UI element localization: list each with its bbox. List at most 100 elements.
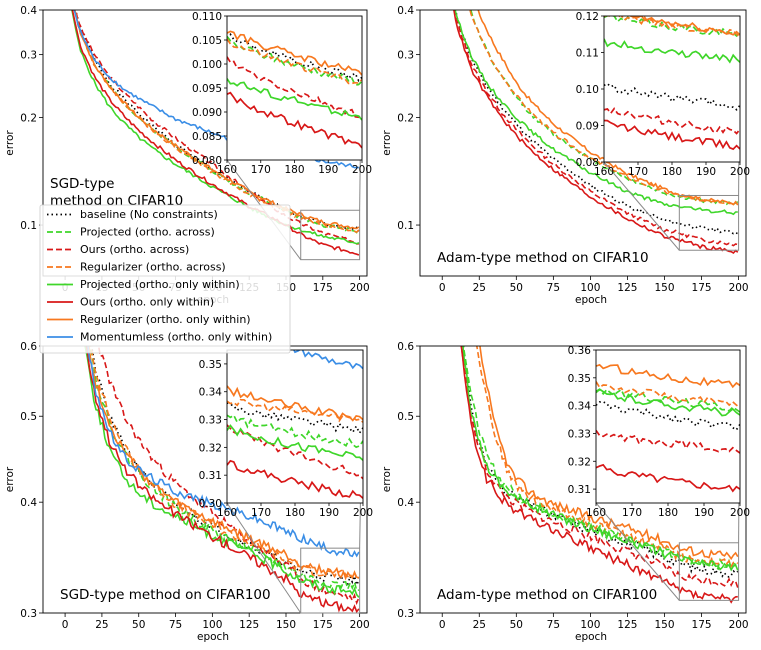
- chart-title: SGD-type: [50, 176, 114, 192]
- inset-y-tick-label: 0.36: [568, 345, 592, 357]
- inset-y-tick-label: 0.110: [192, 11, 222, 23]
- inset-line-ours_within: [227, 91, 362, 149]
- x-tick-label: 200: [729, 619, 749, 631]
- x-tick-label: 175: [692, 282, 712, 294]
- inset-line-ours_across: [227, 56, 362, 119]
- inset-y-tick-label: 0.09: [576, 121, 599, 133]
- inset-x-tick-label: 180: [658, 507, 678, 519]
- y-tick-label: 0.3: [397, 608, 414, 620]
- series-line-ours_across: [74, 10, 359, 245]
- y-tick-label: 0.6: [397, 341, 414, 353]
- inset-x-tick-label: 180: [284, 164, 304, 176]
- x-tick-label: 50: [510, 619, 523, 631]
- inset-line-reg_across: [596, 381, 740, 409]
- inset-line-proj_within: [227, 424, 363, 461]
- y-tick-label: 0.5: [397, 411, 414, 423]
- legend-label-baseline: baseline (No constraints): [80, 208, 218, 221]
- x-tick-label: 50: [510, 282, 523, 294]
- inset-sgd-cifar10: 160 170 180 190 200 0.080 0.085 0.090 0.095 0.100…: [192, 11, 372, 176]
- x-tick-label: 100: [202, 619, 222, 631]
- y-tick-label: 0.5: [20, 411, 37, 423]
- chart-title: SGD-type method on CIFAR100: [60, 587, 271, 603]
- inset-x-tick-label: 170: [628, 166, 648, 178]
- inset-y-tick-label: 0.35: [199, 359, 222, 371]
- inset-y-tick-label: 0.12: [576, 11, 599, 23]
- zoom-box: [300, 209, 361, 261]
- x-tick-label: 150: [654, 282, 674, 294]
- series-line-proj_within: [454, 10, 738, 216]
- inset-line-reg_across: [604, 16, 740, 39]
- y-tick-label: 0.4: [397, 497, 414, 509]
- zoom-connector: [603, 161, 680, 251]
- y-tick-label: 0.1: [20, 220, 37, 232]
- inset-line-reg_within: [227, 30, 362, 76]
- inset-line-proj_across: [596, 388, 740, 413]
- x-tick-label: 150: [276, 619, 296, 631]
- inset-line-ours_within: [596, 463, 740, 493]
- y-tick-label: 0.4: [20, 5, 37, 17]
- series-line-reg_within: [479, 346, 739, 561]
- zoom-connector: [226, 502, 302, 614]
- inset-x-tick-label: 160: [217, 164, 237, 176]
- inset-x-tick-label: 180: [662, 166, 682, 178]
- inset-x-tick-label: 190: [696, 166, 716, 178]
- legend-label-proj_across: Projected (ortho. across): [80, 226, 215, 239]
- inset-line-reg_within: [596, 363, 740, 389]
- y-axis-label: error: [381, 130, 393, 156]
- zoom-box: [678, 194, 740, 251]
- x-tick-label: 25: [473, 282, 486, 294]
- inset-y-tick-label: 0.08: [576, 157, 599, 169]
- inset-x-tick-label: 160: [217, 507, 237, 519]
- inset-line-proj_within: [604, 38, 740, 64]
- inset-y-tick-label: 0.30: [199, 498, 222, 510]
- inset-y-tick-label: 0.34: [199, 387, 223, 399]
- x-tick-label: 175: [313, 619, 333, 631]
- x-tick-label: 0: [439, 282, 446, 294]
- zoom-box: [300, 547, 361, 614]
- inset-y-tick-label: 0.32: [199, 442, 222, 454]
- inset-line-ours_within: [227, 459, 363, 499]
- y-axis-label: error: [381, 466, 393, 492]
- x-axis-label: epoch: [575, 631, 607, 643]
- series-line-reg_across: [89, 346, 360, 580]
- inset-adam-cifar10: 160 170 180 190 200 0.08 0.09 0.10 0.11 0.12: [576, 11, 750, 178]
- series-line-proj_within: [71, 10, 360, 245]
- panel-adam-cifar10: 0 25 50 75 100 125 150 175 200 0.1 0.2 0.3 0.4 epoch e…: [381, 5, 750, 306]
- inset-x-tick-label: 190: [694, 507, 714, 519]
- legend: baseline (No constraints) Projected (orth…: [39, 204, 291, 354]
- legend-label-ours_across: Ours (ortho. across): [80, 243, 189, 256]
- x-tick-label: 75: [169, 619, 182, 631]
- inset-x-tick-label: 160: [594, 166, 614, 178]
- inset-line-proj_within: [227, 78, 362, 121]
- inset-x-tick-label: 200: [730, 166, 750, 178]
- inset-line-ours_across: [604, 107, 740, 135]
- legend-label-proj_within: Projected (ortho. only within): [80, 278, 240, 291]
- inset-line-momless_within: [293, 350, 363, 370]
- inset-x-tick-label: 170: [622, 507, 642, 519]
- x-tick-label: 0: [439, 619, 446, 631]
- inset-x-tick-label: 200: [352, 164, 372, 176]
- inset-x-tick-label: 170: [251, 164, 271, 176]
- axes-frame: [419, 345, 747, 614]
- series-line-ours_within: [460, 346, 738, 604]
- inset-y-tick-label: 0.31: [199, 470, 222, 482]
- inset-y-tick-label: 0.10: [576, 84, 599, 96]
- x-tick-label: 125: [617, 619, 637, 631]
- series-line-baseline: [454, 10, 739, 235]
- inset-x-tick-label: 200: [730, 507, 750, 519]
- inset-x-tick-label: 170: [251, 507, 271, 519]
- inset-y-tick-label: 0.34: [568, 401, 592, 413]
- inset-x-tick-label: 190: [318, 164, 338, 176]
- inset-y-tick-label: 0.095: [192, 83, 222, 95]
- inset-line-baseline: [227, 401, 363, 435]
- inset-y-tick-label: 0.11: [576, 48, 599, 60]
- inset-line-reg_within: [227, 385, 363, 422]
- inset-line-baseline: [596, 400, 740, 431]
- inset-y-tick-label: 0.33: [568, 428, 591, 440]
- legend-label-momless_within: Momentumless (ortho. only within): [80, 331, 272, 344]
- inset-line-proj_within: [596, 388, 740, 417]
- x-tick-label: 100: [580, 619, 600, 631]
- series-line-reg_within: [88, 346, 360, 581]
- axes-frame: [419, 9, 747, 277]
